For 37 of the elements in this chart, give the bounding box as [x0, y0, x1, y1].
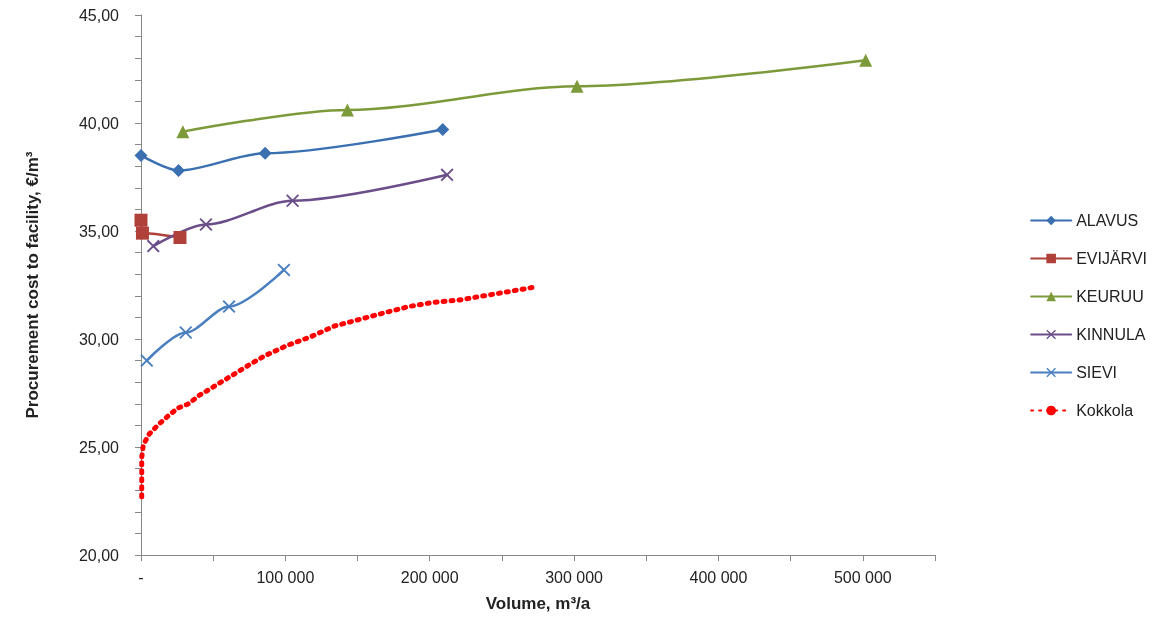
x-tick-label: 500 000 — [833, 568, 892, 586]
x-tick-label: 200 000 — [400, 568, 459, 586]
point — [286, 194, 300, 208]
point — [176, 125, 190, 139]
y-tick-label: 20,00 — [78, 546, 120, 564]
point — [436, 122, 450, 136]
legend-label: KINNULA — [1076, 326, 1146, 343]
point — [859, 53, 873, 67]
x-tick-label: 300 000 — [545, 568, 604, 586]
x-tick-label: 100 000 — [256, 568, 315, 586]
point — [340, 103, 354, 117]
point — [140, 354, 154, 368]
point — [277, 263, 291, 277]
y-tick-label: 45,00 — [78, 6, 120, 24]
point — [258, 146, 272, 160]
y-tick-label: 40,00 — [78, 114, 120, 132]
point — [135, 226, 149, 240]
y-tick-label: 35,00 — [78, 222, 120, 240]
point — [440, 168, 454, 182]
y-tick-label: 25,00 — [78, 438, 120, 456]
legend-label: KEURUU — [1076, 288, 1144, 305]
point — [172, 164, 186, 178]
point — [134, 148, 148, 162]
x-tick-label: 400 000 — [689, 568, 748, 586]
x-tick-label: - — [138, 568, 144, 586]
point — [570, 79, 584, 93]
legend-label: SIEVI — [1076, 364, 1118, 381]
point — [173, 230, 187, 244]
legend-label: EVIJÄRVI — [1076, 250, 1147, 267]
x-axis-title: Volume, m³/a — [485, 594, 591, 613]
legend-label: ALAVUS — [1076, 212, 1139, 229]
point — [134, 213, 148, 227]
point — [146, 239, 160, 253]
y-axis-title: Procurement cost to facility, €/m³ — [23, 151, 42, 419]
point — [179, 326, 193, 340]
legend-label: Kokkola — [1076, 402, 1134, 419]
y-tick-label: 30,00 — [78, 330, 120, 348]
